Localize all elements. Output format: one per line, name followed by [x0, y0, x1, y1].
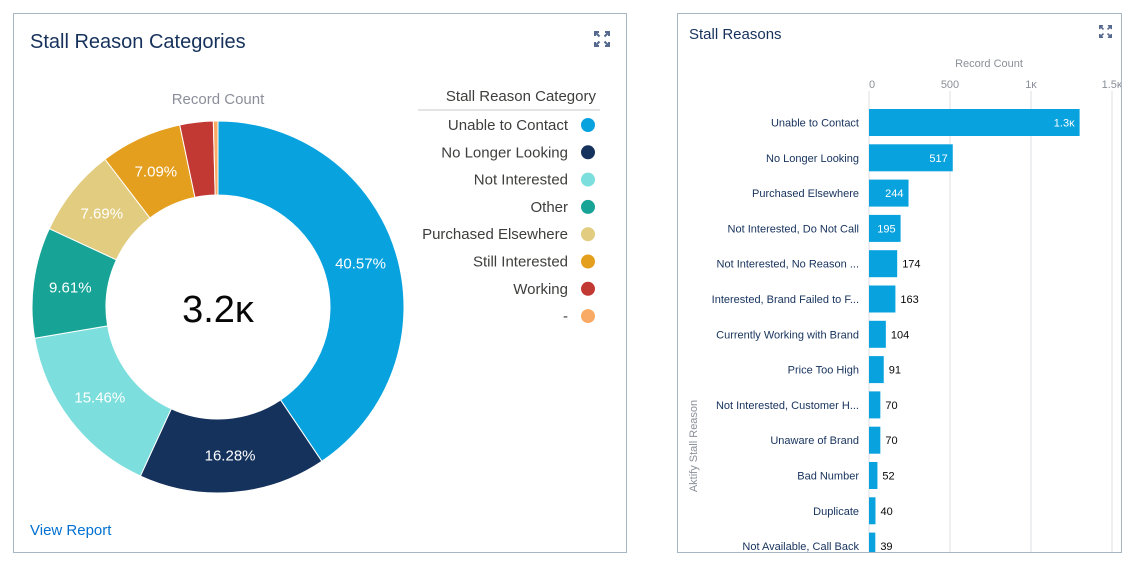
slice-label: 9.61%: [49, 279, 92, 296]
category-label: Duplicate: [813, 506, 859, 518]
legend-item-label: Other: [530, 199, 568, 216]
bar[interactable]: [869, 391, 881, 419]
slice-label: 40.57%: [335, 256, 386, 273]
category-label: No Longer Looking: [766, 153, 859, 165]
category-label: Unable to Contact: [771, 118, 859, 130]
bar[interactable]: [869, 426, 881, 454]
value-label: 174: [902, 259, 920, 271]
slice-label: 15.46%: [74, 390, 125, 407]
legend-item-label: Not Interested: [474, 172, 568, 189]
legend-swatch: [581, 172, 595, 187]
value-label: 39: [880, 541, 892, 553]
legend-item-label: Unable to Contact: [448, 117, 569, 134]
legend-swatch: [581, 118, 595, 132]
legend-title: Stall Reason Category: [446, 88, 597, 105]
legend-item-label: No Longer Looking: [441, 144, 568, 161]
category-label: Purchased Elsewhere: [752, 188, 859, 200]
legend-item-label: -: [563, 308, 568, 325]
category-label: Interested, Brand Failed to F...: [712, 294, 859, 306]
center-total: 3.2ĸ: [182, 289, 255, 331]
legend-swatch: [581, 199, 595, 214]
value-label: 163: [900, 294, 918, 306]
value-label: 70: [885, 435, 897, 447]
x-axis-title: Record Count: [955, 58, 1023, 70]
category-label: Not Available, Call Back: [742, 541, 859, 553]
x-tick-label: 500: [941, 79, 959, 91]
card-title: Stall Reasons: [689, 26, 782, 43]
x-tick-label: 0: [869, 79, 875, 91]
legend-item-label: Still Interested: [473, 254, 568, 271]
stall-reasons-card: Stall Reasons Record Count Aktify Stall …: [677, 13, 1122, 553]
bar[interactable]: [869, 109, 1080, 136]
legend-swatch: [581, 145, 595, 160]
x-tick-label: 1ĸ: [1025, 79, 1037, 91]
bar[interactable]: [869, 497, 876, 525]
category-label: Unaware of Brand: [770, 435, 859, 447]
value-label: 70: [885, 400, 897, 412]
view-report-link[interactable]: View Report: [30, 522, 112, 539]
card-title: Stall Reason Categories: [30, 31, 246, 53]
bar[interactable]: [869, 532, 876, 553]
legend-item-label: Working: [513, 281, 568, 298]
expand-icon[interactable]: [1099, 25, 1112, 38]
category-label: Price Too High: [788, 365, 859, 377]
bar[interactable]: [869, 214, 901, 242]
measure-label: Record Count: [172, 91, 265, 108]
x-tick-label: 1.5ĸ: [1102, 79, 1122, 91]
category-label: Bad Number: [797, 471, 859, 483]
value-label: 1.3ĸ: [1054, 118, 1075, 130]
bar[interactable]: [869, 179, 909, 207]
value-label: 52: [882, 471, 894, 483]
stall-reason-categories-card: Stall Reason Categories Record Count 40.…: [13, 13, 627, 553]
category-label: Not Interested, No Reason ...: [717, 259, 859, 271]
donut-slice[interactable]: [217, 120, 405, 462]
bar-chart: Record Count Aktify Stall Reason 0 500 1ĸ 1…: [688, 58, 1122, 553]
value-label: 40: [880, 506, 892, 518]
category-label: Not Interested, Customer H...: [716, 400, 859, 412]
bar[interactable]: [869, 462, 878, 489]
legend-swatch: [581, 254, 595, 269]
value-label: 517: [929, 153, 947, 165]
category-label: Not Interested, Do Not Call: [728, 223, 859, 235]
bar[interactable]: [869, 144, 953, 172]
bar[interactable]: [869, 356, 884, 384]
bar[interactable]: [869, 250, 898, 278]
legend-swatch: [581, 309, 595, 324]
legend-swatch: [581, 281, 595, 296]
bar[interactable]: [869, 320, 886, 348]
donut-slice[interactable]: [212, 120, 219, 196]
donut-chart: Record Count 40.57% 16.28% 15.46% 9.61% 7.69…: [31, 88, 600, 494]
bar[interactable]: [869, 285, 896, 313]
value-label: 244: [885, 188, 903, 200]
value-label: 91: [889, 365, 901, 377]
slice-label: 7.09%: [135, 164, 178, 181]
slice-label: 16.28%: [205, 448, 256, 465]
value-label: 195: [877, 223, 895, 235]
category-label: Currently Working with Brand: [716, 329, 859, 341]
slice-label: 7.69%: [81, 206, 124, 223]
expand-icon[interactable]: [594, 31, 610, 47]
value-label: 104: [891, 329, 909, 341]
legend-swatch: [581, 227, 595, 242]
legend-item-label: Purchased Elsewhere: [422, 226, 568, 243]
y-axis-title: Aktify Stall Reason: [688, 400, 700, 492]
